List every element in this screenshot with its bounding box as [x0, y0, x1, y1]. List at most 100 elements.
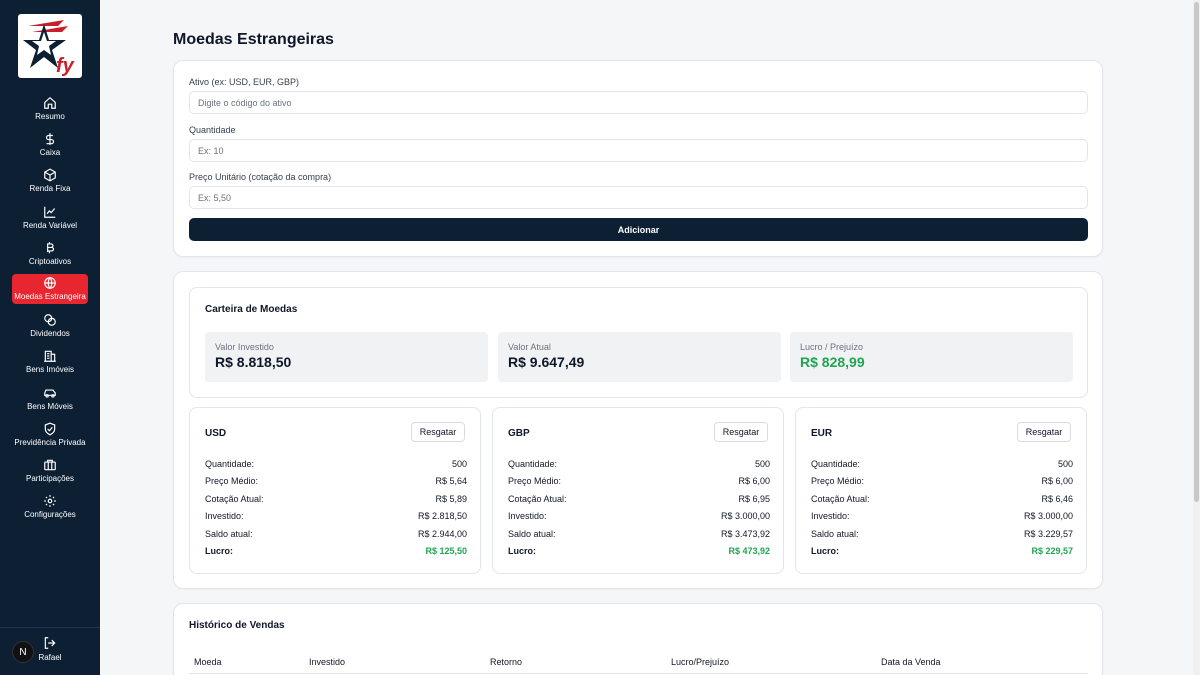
current-value-stat: Valor Atual R$ 9.647,49 — [498, 332, 781, 382]
currency-code: USD — [205, 428, 227, 439]
row-value: 500 — [451, 459, 467, 469]
sidebar-item-configuracoes[interactable]: Configurações — [12, 492, 88, 524]
row-value: R$ 3.229,57 — [1023, 529, 1073, 539]
profit-row: Lucro: R$ 125,50 — [205, 546, 467, 556]
current-value: R$ 9.647,49 — [508, 354, 585, 370]
sidebar-item-label: Dividendos — [30, 329, 70, 338]
row-value: R$ 2.944,00 — [417, 529, 467, 539]
page-title: Moedas Estrangeiras — [173, 31, 334, 48]
car-icon — [44, 389, 56, 398]
sidebar-item-label: Bens Móveis — [27, 402, 73, 411]
row-label: Preço Médio: — [811, 476, 865, 486]
sidebar-item-label: Renda Fixa — [29, 184, 71, 193]
table-header-divider — [189, 673, 1088, 674]
sidebar-item-label: Criptoativos — [28, 257, 72, 266]
sidebar-item-renda-variavel[interactable]: Renda Variável — [12, 203, 88, 235]
row-label: Saldo atual: — [205, 529, 253, 539]
row-label: Quantidade: — [508, 459, 558, 469]
sidebar-item-criptoativos[interactable]: Criptoativos — [12, 239, 88, 271]
row-value: R$ 3.000,00 — [720, 511, 770, 521]
row-label: Lucro: — [205, 546, 233, 556]
add-button[interactable]: Adicionar — [189, 218, 1088, 241]
column-header-sale-date: Data da Venda — [881, 657, 941, 667]
row-value: R$ 473,92 — [728, 546, 770, 556]
row-label: Saldo atual: — [508, 529, 556, 539]
balance-row: Saldo atual: R$ 2.944,00 — [205, 529, 467, 539]
currency-card-usd: USD Resgatar Quantidade: 500 Preço Médio:… — [189, 407, 481, 574]
currency-card-gbp: GBP Resgatar Quantidade: 500 Preço Médio:… — [492, 407, 784, 574]
sidebar-item-label: Participações — [25, 474, 75, 483]
sidebar-item-caixa[interactable]: Caixa — [12, 130, 88, 162]
sidebar-item-renda-fixa[interactable]: Renda Fixa — [12, 166, 88, 198]
asset-input[interactable]: Digite o código do ativo — [189, 91, 1088, 114]
profit-value: R$ 828,99 — [800, 354, 865, 370]
current-quote-row: Cotação Atual: R$ 6,95 — [508, 494, 770, 504]
row-value: R$ 229,57 — [1031, 546, 1073, 556]
quantity-row: Quantidade: 500 — [811, 459, 1073, 469]
avatar[interactable]: N — [12, 641, 34, 663]
row-label: Quantidade: — [811, 459, 861, 469]
sidebar-item-label: Renda Variável — [22, 221, 78, 230]
quantity-row: Quantidade: 500 — [205, 459, 467, 469]
box-icon — [44, 168, 56, 182]
balance-row: Saldo atual: R$ 3.229,57 — [811, 529, 1073, 539]
row-label: Investido: — [811, 511, 850, 521]
invested-row: Investido: R$ 3.000,00 — [811, 511, 1073, 521]
sidebar-item-label: Resumo — [35, 112, 65, 121]
unit-price-label: Preço Unitário (cotação da compra) — [189, 172, 332, 182]
sidebar-item-resumo[interactable]: Resumo — [12, 94, 88, 126]
row-value: R$ 2.818,50 — [417, 511, 467, 521]
row-label: Preço Médio: — [205, 476, 259, 486]
avg-price-row: Preço Médio: R$ 6,00 — [508, 476, 770, 486]
quantity-input[interactable]: Ex: 10 — [189, 139, 1088, 162]
sidebar-item-dividendos[interactable]: Dividendos — [12, 311, 88, 343]
sidebar-item-label: Moedas Estrangeira — [14, 292, 86, 301]
row-label: Quantidade: — [205, 459, 255, 469]
shield-icon — [44, 422, 56, 436]
sidebar-item-moedas-estrangeira[interactable]: Moedas Estrangeira — [12, 274, 88, 304]
row-label: Cotação Atual: — [508, 494, 567, 504]
sidebar-item-label: Previdência Privada — [14, 438, 86, 447]
row-label: Investido: — [205, 511, 244, 521]
row-label: Investido: — [508, 511, 547, 521]
sidebar-item-label: Bens Imóveis — [25, 365, 75, 374]
profit-stat: Lucro / Prejuízo R$ 828,99 — [790, 332, 1073, 382]
sidebar-item-participacoes[interactable]: Participações — [12, 456, 88, 488]
row-value: R$ 125,50 — [425, 546, 467, 556]
sidebar: fy Resumo Caixa Renda Fixa Renda Variáve… — [0, 0, 100, 675]
quantity-label: Quantidade — [189, 125, 236, 135]
unit-price-input[interactable]: Ex: 5,50 — [189, 186, 1088, 209]
column-header-return: Retorno — [490, 657, 523, 667]
currency-card-eur: EUR Resgatar Quantidade: 500 Preço Médio:… — [795, 407, 1087, 574]
currency-code: GBP — [508, 428, 530, 439]
logout-button[interactable]: Rafael — [38, 636, 62, 662]
sidebar-item-previdencia-privada[interactable]: Previdência Privada — [12, 420, 88, 452]
sidebar-item-bens-imoveis[interactable]: Bens Imóveis — [12, 347, 88, 379]
invested-value: R$ 8.818,50 — [215, 354, 292, 370]
chart-line-icon — [44, 206, 56, 218]
sales-history-title: Histórico de Vendas — [189, 620, 285, 631]
scrollbar-thumb[interactable] — [1194, 2, 1199, 502]
sidebar-item-bens-moveis[interactable]: Bens Móveis — [12, 384, 88, 416]
redeem-button[interactable]: Resgatar — [1017, 422, 1071, 442]
current-quote-row: Cotação Atual: R$ 5,89 — [205, 494, 467, 504]
building-icon — [44, 350, 56, 362]
home-icon — [44, 96, 56, 109]
sidebar-divider — [0, 627, 100, 628]
row-value: R$ 6,00 — [738, 476, 770, 486]
brand-logo[interactable]: fy — [18, 14, 82, 78]
row-label: Saldo atual: — [811, 529, 859, 539]
redeem-button[interactable]: Resgatar — [714, 422, 768, 442]
invested-stat: Valor Investido R$ 8.818,50 — [205, 332, 488, 382]
redeem-button[interactable]: Resgatar — [411, 422, 465, 442]
row-value: R$ 6,00 — [1041, 476, 1073, 486]
user-name: Rafael — [38, 653, 62, 662]
profit-label: Lucro / Prejuízo — [800, 342, 864, 352]
gear-icon — [44, 495, 56, 507]
bitcoin-icon — [47, 242, 54, 254]
row-label: Lucro: — [811, 546, 839, 556]
profit-row: Lucro: R$ 229,57 — [811, 546, 1073, 556]
row-value: 500 — [754, 459, 770, 469]
avg-price-row: Preço Médio: R$ 6,00 — [811, 476, 1073, 486]
row-value: R$ 3.000,00 — [1023, 511, 1073, 521]
